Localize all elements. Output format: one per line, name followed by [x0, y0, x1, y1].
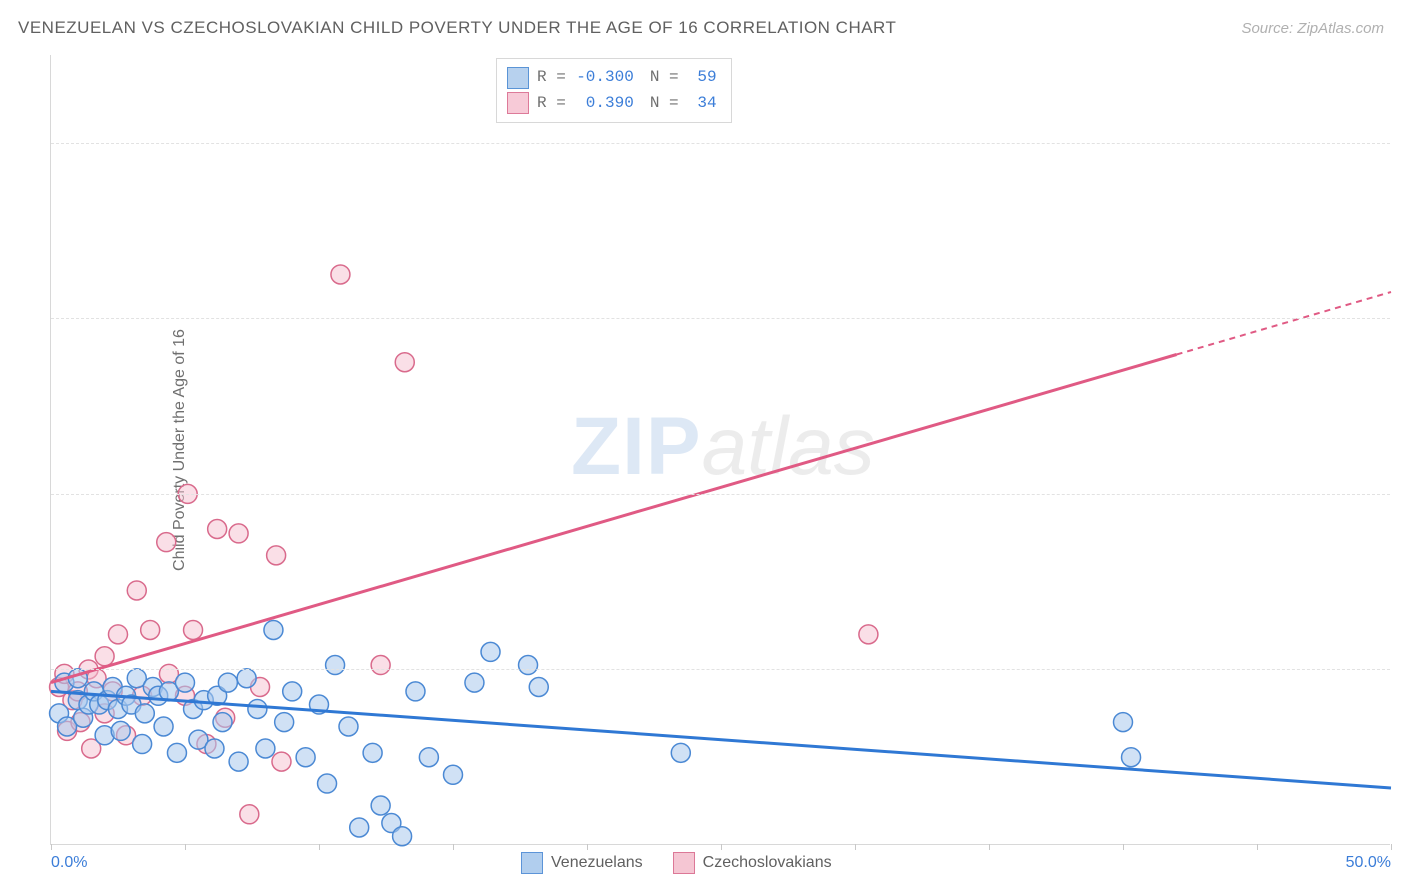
- legend-swatch: [521, 852, 543, 874]
- data-point: [176, 673, 195, 692]
- data-point: [283, 682, 302, 701]
- trend-line: [51, 354, 1177, 682]
- data-point: [465, 673, 484, 692]
- x-tick-mark: [319, 844, 320, 850]
- stats-r-venezuelans: -0.300: [574, 65, 634, 91]
- data-point: [1122, 748, 1141, 767]
- stats-n-venezuelans: 59: [687, 65, 717, 91]
- stats-r-label: R =: [537, 91, 566, 117]
- x-tick-mark: [185, 844, 186, 850]
- x-tick-mark: [453, 844, 454, 850]
- legend-bottom: Venezuelans Czechoslovakians: [521, 852, 832, 874]
- y-tick-label: 20.0%: [1400, 660, 1406, 678]
- data-point: [296, 748, 315, 767]
- gridline: [51, 669, 1390, 670]
- data-point: [240, 805, 259, 824]
- data-point: [671, 743, 690, 762]
- stats-row-venezuelans: R = -0.300 N = 59: [507, 65, 717, 91]
- gridline: [51, 143, 1390, 144]
- data-point: [859, 625, 878, 644]
- data-point: [339, 717, 358, 736]
- swatch-venezuelans: [507, 67, 529, 89]
- data-point: [264, 620, 283, 639]
- data-point: [406, 682, 425, 701]
- stats-box: R = -0.300 N = 59 R = 0.390 N = 34: [496, 58, 732, 123]
- stats-r-czechoslovakians: 0.390: [574, 91, 634, 117]
- source-label: Source: ZipAtlas.com: [1241, 20, 1384, 37]
- legend-label: Venezuelans: [551, 854, 643, 872]
- data-point: [218, 673, 237, 692]
- data-point: [127, 581, 146, 600]
- data-point: [331, 265, 350, 284]
- x-tick-mark: [51, 844, 52, 850]
- swatch-czechoslovakians: [507, 92, 529, 114]
- stats-row-czechoslovakians: R = 0.390 N = 34: [507, 91, 717, 117]
- x-tick-mark: [1257, 844, 1258, 850]
- data-point: [208, 520, 227, 539]
- y-tick-label: 80.0%: [1400, 134, 1406, 152]
- x-tick-mark: [989, 844, 990, 850]
- data-point: [326, 656, 345, 675]
- data-point: [267, 546, 286, 565]
- legend-item-venezuelans: Venezuelans: [521, 852, 643, 874]
- x-tick-mark: [587, 844, 588, 850]
- data-point: [395, 353, 414, 372]
- data-point: [272, 752, 291, 771]
- data-point: [205, 739, 224, 758]
- legend-label: Czechoslovakians: [703, 854, 832, 872]
- data-point: [275, 713, 294, 732]
- data-point: [157, 533, 176, 552]
- data-point: [184, 620, 203, 639]
- trend-line: [51, 691, 1391, 788]
- gridline: [51, 318, 1390, 319]
- data-point: [529, 678, 548, 697]
- data-point: [95, 647, 114, 666]
- y-tick-label: 40.0%: [1400, 485, 1406, 503]
- data-point: [256, 739, 275, 758]
- data-point: [519, 656, 538, 675]
- data-point: [363, 743, 382, 762]
- data-point: [318, 774, 337, 793]
- data-point: [229, 524, 248, 543]
- gridline: [51, 494, 1390, 495]
- trend-line-dashed: [1177, 292, 1391, 354]
- data-point: [154, 717, 173, 736]
- x-tick-label: 50.0%: [1346, 854, 1391, 872]
- data-point: [109, 625, 128, 644]
- data-point: [444, 765, 463, 784]
- stats-n-label: N =: [650, 91, 679, 117]
- data-point: [393, 827, 412, 846]
- legend-swatch: [673, 852, 695, 874]
- data-point: [419, 748, 438, 767]
- data-point: [350, 818, 369, 837]
- x-tick-mark: [1123, 844, 1124, 850]
- chart-title: VENEZUELAN VS CZECHOSLOVAKIAN CHILD POVE…: [18, 18, 896, 38]
- x-tick-mark: [1391, 844, 1392, 850]
- chart-svg: [51, 55, 1390, 844]
- data-point: [167, 743, 186, 762]
- data-point: [237, 669, 256, 688]
- data-point: [133, 735, 152, 754]
- data-point: [135, 704, 154, 723]
- data-point: [1114, 713, 1133, 732]
- data-point: [229, 752, 248, 771]
- stats-n-label: N =: [650, 65, 679, 91]
- plot-area: Child Poverty Under the Age of 16 ZIPatl…: [50, 55, 1390, 845]
- stats-n-czechoslovakians: 34: [687, 91, 717, 117]
- x-tick-mark: [721, 844, 722, 850]
- data-point: [141, 620, 160, 639]
- data-point: [111, 721, 130, 740]
- data-point: [371, 796, 390, 815]
- data-point: [248, 699, 267, 718]
- x-tick-mark: [855, 844, 856, 850]
- data-point: [213, 713, 232, 732]
- y-tick-label: 60.0%: [1400, 309, 1406, 327]
- stats-r-label: R =: [537, 65, 566, 91]
- data-point: [371, 656, 390, 675]
- x-tick-label: 0.0%: [51, 854, 87, 872]
- legend-item-czechoslovakians: Czechoslovakians: [673, 852, 832, 874]
- data-point: [481, 642, 500, 661]
